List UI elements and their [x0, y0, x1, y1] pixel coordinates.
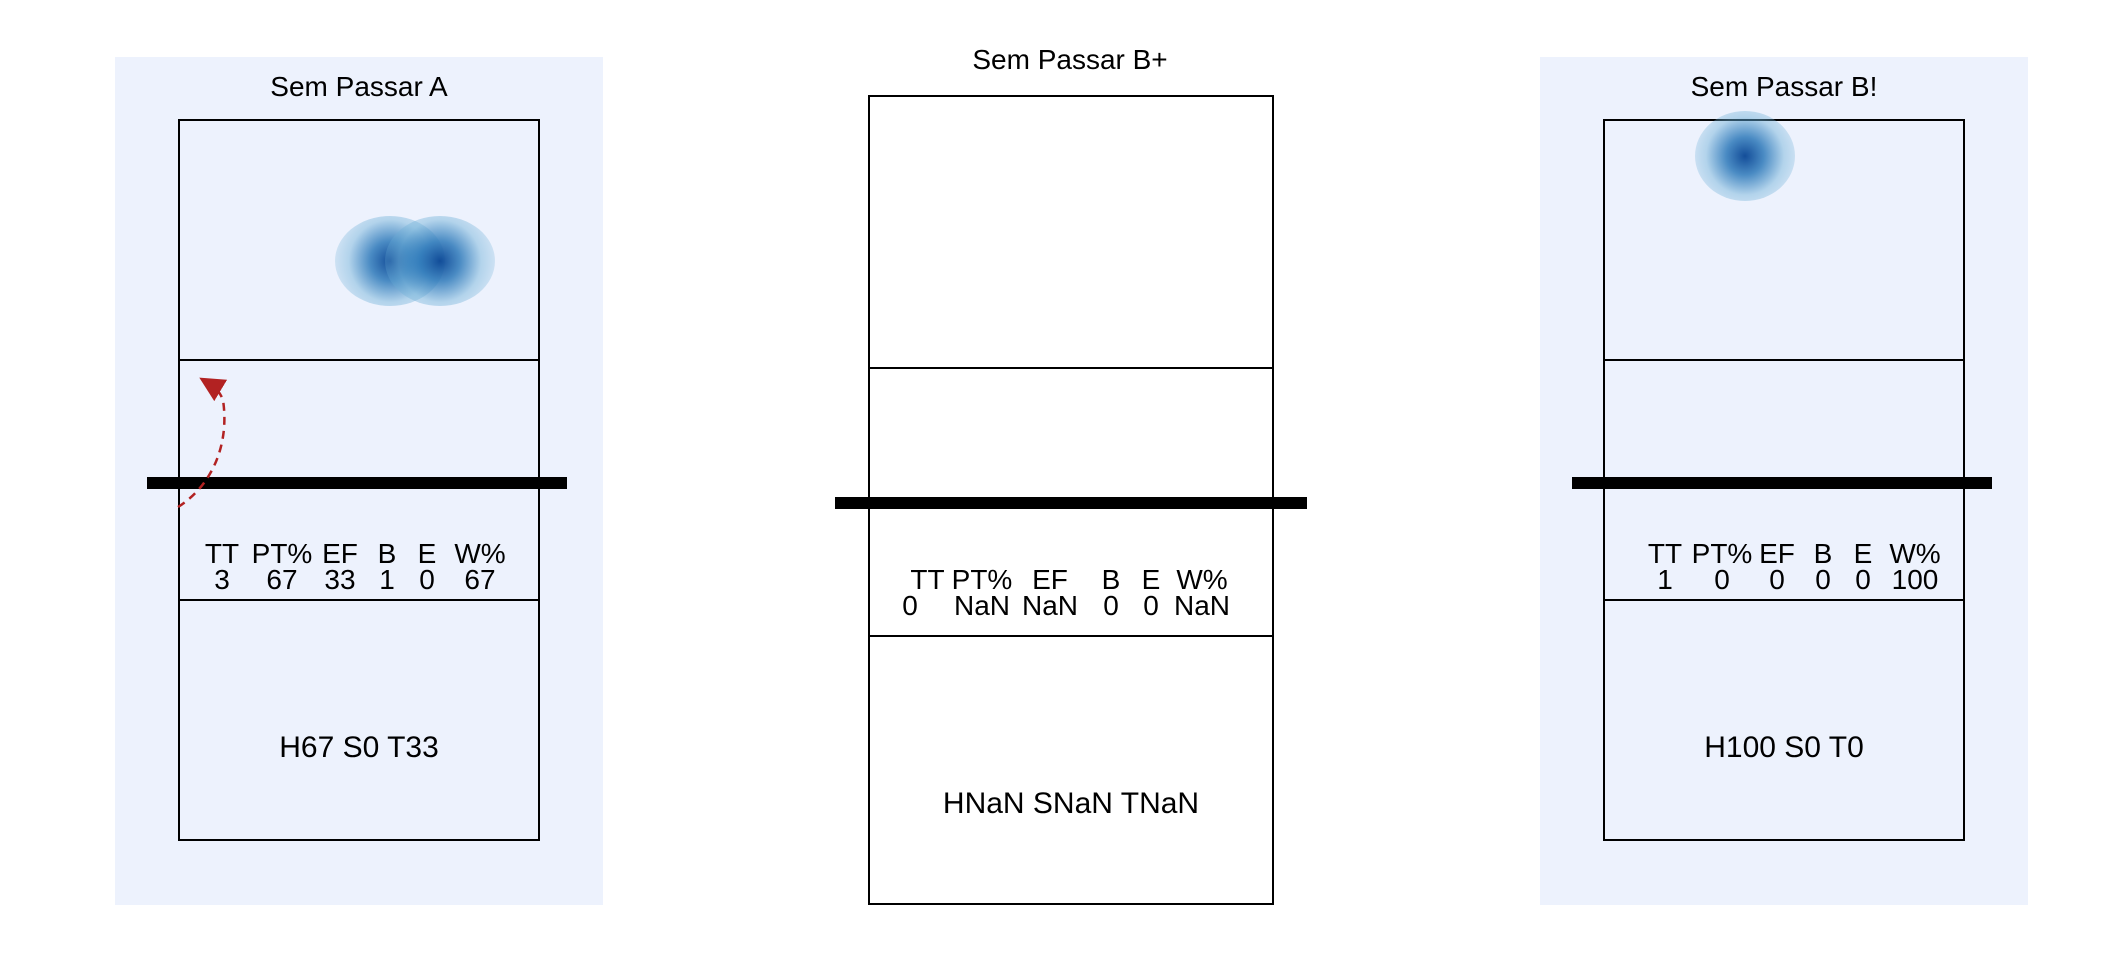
stat-ef: EF 0	[1759, 538, 1795, 595]
net	[1572, 477, 1992, 489]
stat-pt: PT% NaN	[951, 564, 1013, 621]
panel-title: Sem Passar B!	[1690, 71, 1878, 102]
attack-line-bottom	[870, 635, 1272, 637]
attack-line-top	[180, 359, 538, 361]
arrow-path	[177, 377, 228, 509]
net	[147, 477, 567, 489]
stat-w: W% 100	[1889, 538, 1941, 595]
heat-spot	[1695, 111, 1795, 201]
net	[835, 497, 1307, 509]
heat-spot	[385, 216, 495, 306]
panel-title: Sem Passar B+	[972, 44, 1168, 75]
stat-tt: TT 1	[1647, 538, 1683, 595]
stat-ef: EF 33	[322, 538, 358, 595]
attack-line-bottom	[180, 599, 538, 601]
panel-title: Sem Passar A	[270, 71, 448, 102]
stat-tt: TT 3	[204, 538, 240, 595]
stat-ef: EF NaN	[1021, 564, 1079, 621]
summary-text: H67 S0 T33	[279, 731, 439, 764]
attack-line-top	[870, 367, 1272, 369]
stat-pt: PT% 0	[1691, 538, 1753, 595]
stat-pt: PT% 67	[251, 538, 313, 595]
stat-tt: TT 0	[902, 564, 945, 621]
summary-text: HNaN SNaN TNaN	[942, 787, 1200, 820]
stat-w: W% NaN	[1173, 564, 1231, 621]
attack-line-bottom	[1605, 599, 1963, 601]
summary-text: H100 S0 T0	[1704, 731, 1864, 764]
stat-w: W% 67	[454, 538, 506, 595]
attack-line-top	[1605, 359, 1963, 361]
